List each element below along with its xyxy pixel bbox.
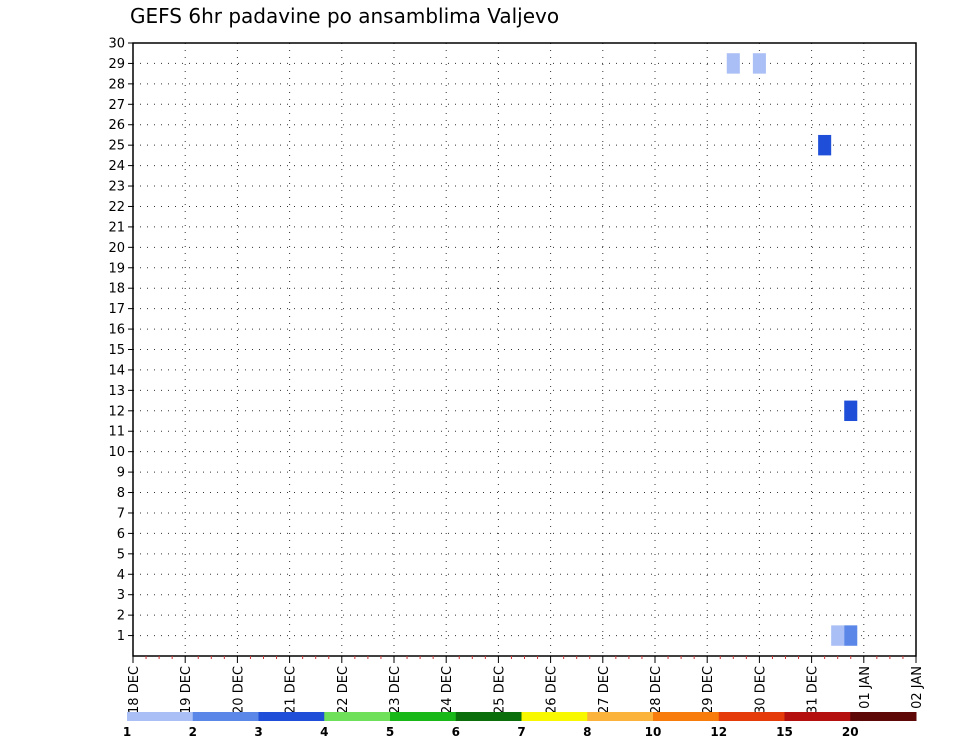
legend-swatch <box>324 712 391 721</box>
legend-swatch <box>455 712 522 721</box>
y-tick-label: 11 <box>108 425 125 440</box>
grid-lines <box>133 43 916 656</box>
x-tick-label: 31 DEC <box>806 666 821 714</box>
legend-swatch <box>850 712 917 721</box>
x-tick-label: 19 DEC <box>179 666 194 714</box>
y-tick-label: 24 <box>108 159 125 174</box>
legend-swatch <box>127 712 194 721</box>
legend-label: 3 <box>254 725 262 739</box>
data-cell <box>844 400 858 422</box>
x-tick-label: 02 JAN <box>910 666 925 709</box>
y-tick-label: 15 <box>108 343 125 358</box>
y-tick-label: 5 <box>117 547 125 562</box>
y-tick-label: 18 <box>108 282 125 297</box>
y-tick-label: 27 <box>108 98 125 113</box>
y-tick-label: 7 <box>117 506 125 521</box>
y-tick-label: 25 <box>108 139 125 154</box>
legend-label: 15 <box>776 725 793 739</box>
legend-label: 7 <box>517 725 525 739</box>
y-tick-label: 4 <box>117 568 125 583</box>
x-tick-label: 22 DEC <box>336 666 351 714</box>
y-tick-label: 30 <box>108 37 125 52</box>
y-tick-label: 3 <box>117 588 125 603</box>
x-tick-label: 01 JAN <box>858 666 873 709</box>
y-tick-label: 20 <box>108 241 125 256</box>
legend-swatch <box>192 712 259 721</box>
legend-swatch <box>390 712 457 721</box>
x-tick-label: 24 DEC <box>440 666 455 714</box>
y-tick-label: 13 <box>108 384 125 399</box>
y-tick-label: 6 <box>117 527 125 542</box>
y-tick-label: 2 <box>117 609 125 624</box>
y-tick-label: 28 <box>108 77 125 92</box>
x-tick-label: 18 DEC <box>127 666 142 714</box>
legend-label: 6 <box>452 725 460 739</box>
x-tick-label: 27 DEC <box>597 666 612 714</box>
legend-swatch <box>718 712 785 721</box>
legend-label: 12 <box>710 725 727 739</box>
color-legend: 1 2 3 4 5 6 7 8 10 12 15 20 <box>123 712 917 739</box>
legend-label: 5 <box>386 725 394 739</box>
y-tick-label: 22 <box>108 200 125 215</box>
y-tick-label: 1 <box>117 629 125 644</box>
y-tick-label: 17 <box>108 302 125 317</box>
data-cell <box>844 625 858 646</box>
chart-title: GEFS 6hr padavine po ansamblima Valjevo <box>130 4 560 28</box>
data-cells <box>726 53 858 646</box>
y-tick-label: 19 <box>108 261 125 276</box>
legend-swatch <box>784 712 851 721</box>
y-tick-label: 23 <box>108 180 125 195</box>
y-tick-label: 21 <box>108 220 125 235</box>
y-tick-label: 9 <box>117 466 125 481</box>
x-axis: 18 DEC 19 DEC 20 DEC 21 DEC 22 DEC 23 DEC 24 D… <box>127 656 925 714</box>
y-tick-label: 8 <box>117 486 125 501</box>
legend-swatch <box>521 712 588 721</box>
legend-label: 4 <box>320 725 328 739</box>
x-tick-label: 21 DEC <box>284 666 299 714</box>
x-tick-label: 20 DEC <box>231 666 246 714</box>
y-tick-label: 12 <box>108 404 125 419</box>
x-tick-label: 25 DEC <box>492 666 507 714</box>
legend-label: 1 <box>123 725 131 739</box>
data-cell <box>818 134 832 156</box>
x-tick-label: 30 DEC <box>753 666 768 714</box>
legend-swatch <box>587 712 654 721</box>
y-tick-label: 10 <box>108 445 125 460</box>
x-tick-label: 29 DEC <box>701 666 716 714</box>
y-tick-label: 16 <box>108 323 125 338</box>
x-tick-label: 26 DEC <box>545 666 560 714</box>
y-axis: 1234567891011121314151617181920212223242… <box>108 37 133 644</box>
legend-swatch <box>258 712 325 721</box>
legend-label: 20 <box>842 725 859 739</box>
legend-label: 8 <box>583 725 591 739</box>
data-cell <box>726 53 740 74</box>
data-cell <box>752 53 766 74</box>
legend-swatch <box>653 712 720 721</box>
data-cell <box>831 625 845 646</box>
x-tick-label: 28 DEC <box>649 666 664 714</box>
y-tick-label: 14 <box>108 363 125 378</box>
x-tick-label: 23 DEC <box>388 666 403 714</box>
legend-label: 2 <box>189 725 197 739</box>
y-tick-label: 29 <box>108 57 125 72</box>
legend-label: 10 <box>645 725 662 739</box>
y-tick-label: 26 <box>108 118 125 133</box>
